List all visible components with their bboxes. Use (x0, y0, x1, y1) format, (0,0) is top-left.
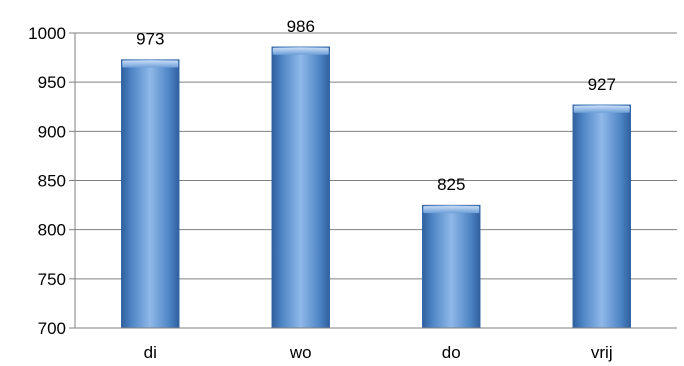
y-tick-label: 950 (38, 73, 66, 92)
bar-vrij (572, 104, 631, 329)
bar-body (271, 46, 330, 329)
bar-do (422, 204, 481, 329)
bar-cap (573, 105, 630, 113)
y-tick-label: 800 (38, 221, 66, 240)
y-tick-label: 850 (38, 172, 66, 191)
bar-cap (272, 47, 329, 55)
y-tick-label: 900 (38, 122, 66, 141)
bars (121, 46, 631, 329)
bar-body (572, 104, 631, 329)
y-tick-label: 750 (38, 270, 66, 289)
y-tick-label: 700 (38, 319, 66, 338)
bar-wo (271, 46, 330, 329)
x-category-label: vrij (591, 343, 613, 362)
data-label: 973 (136, 30, 164, 49)
bar-cap (423, 206, 480, 214)
data-labels: 973 986 825 927 (136, 17, 616, 194)
data-label: 825 (437, 175, 465, 194)
data-label: 986 (287, 17, 315, 36)
bar-cap (122, 60, 179, 68)
x-category-label: di (144, 343, 157, 362)
x-category-label: do (442, 343, 461, 362)
bar-di (121, 59, 180, 329)
category-labels: di wo do vrij (144, 343, 613, 362)
y-axis-ticks: 700 750 800 850 900 950 1000 (28, 24, 66, 338)
bar-body (422, 204, 481, 329)
x-category-label: wo (289, 343, 312, 362)
y-tick-label: 1000 (28, 24, 66, 43)
data-label: 927 (588, 75, 616, 94)
bar-body (121, 59, 180, 329)
